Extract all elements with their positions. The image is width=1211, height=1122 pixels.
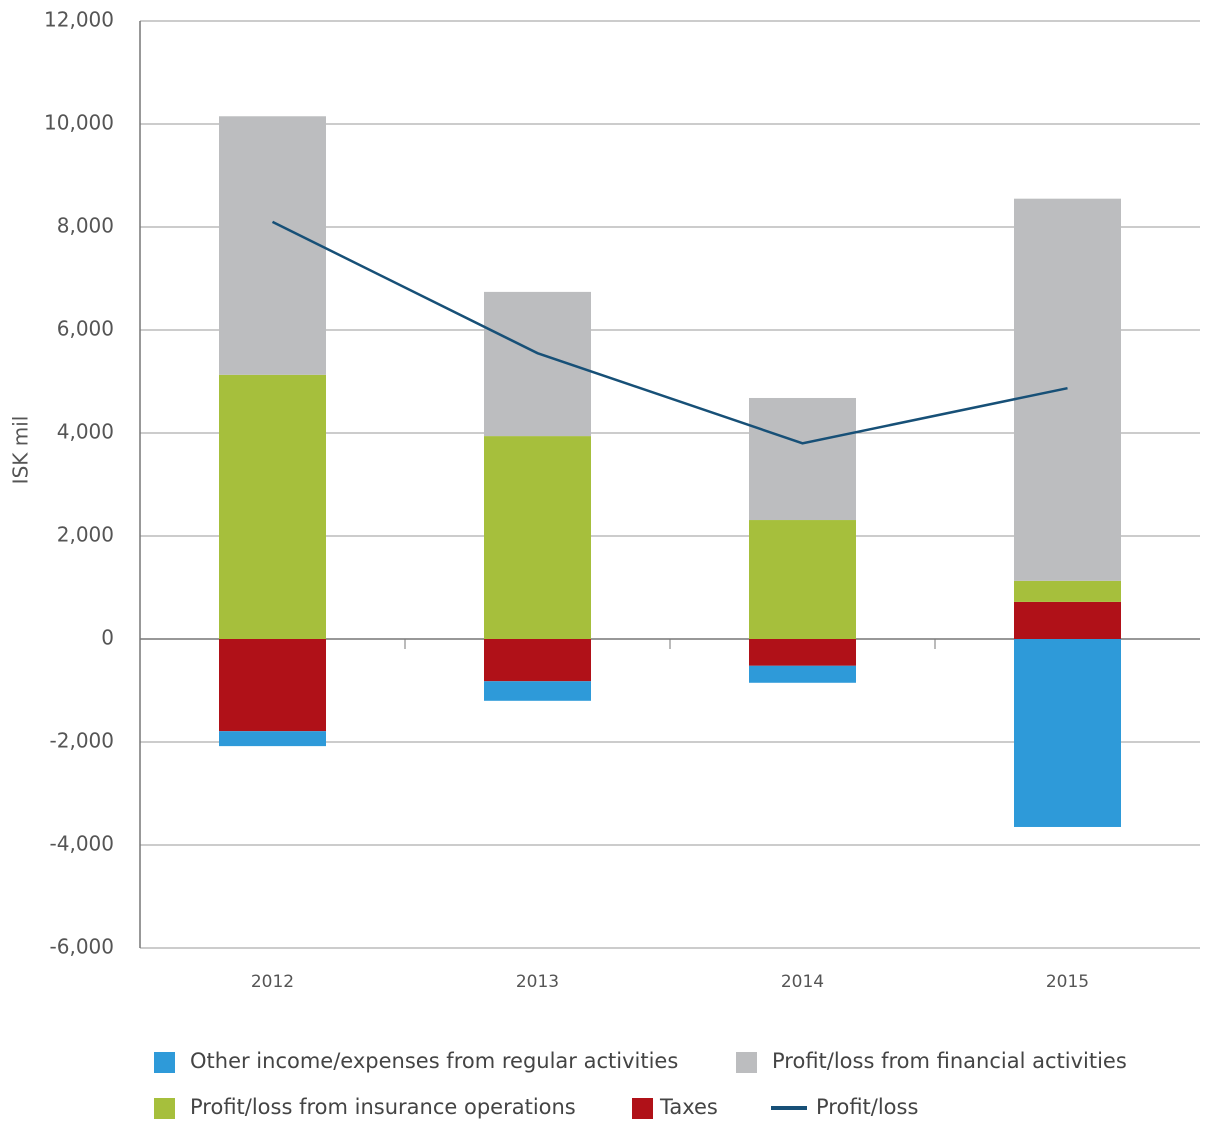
bar [219,639,326,732]
bar [219,374,326,639]
bar [484,681,591,701]
bar [219,731,326,747]
bar [749,665,856,683]
legend-swatch [632,1098,653,1119]
y-tick-label: 4,000 [57,420,114,444]
x-tick-label: 2014 [781,972,824,992]
legend-label: Profit/loss from financial activities [772,1049,1127,1073]
bar [1014,198,1121,581]
legend-label: Profit/loss from insurance operations [190,1095,576,1119]
bar [484,291,591,437]
x-tick-label: 2012 [251,972,294,992]
y-tick-label: 6,000 [57,317,114,341]
y-tick-label: 8,000 [57,214,114,238]
bar [1014,580,1121,602]
bar [749,639,856,666]
x-tick-label: 2013 [516,972,559,992]
bar [484,436,591,639]
y-tick-label: -2,000 [50,729,114,753]
bar [749,397,856,521]
y-tick-label: 12,000 [44,8,114,32]
legend-label: Other income/expenses from regular activ… [190,1049,678,1073]
y-tick-label: -6,000 [50,935,114,959]
legend-label: Taxes [659,1095,718,1119]
y-tick-label: -4,000 [50,832,114,856]
bar [749,520,856,639]
y-tick-label: 10,000 [44,111,114,135]
line [271,220,1068,445]
legend-swatch [736,1052,757,1073]
legend-swatch [154,1098,175,1119]
legend-label: Profit/loss [816,1095,918,1119]
legend-swatch [154,1052,175,1073]
bar [484,639,591,682]
x-tick-label: 2015 [1046,972,1089,992]
bar [1014,639,1121,827]
bar [1014,601,1121,639]
y-tick-label: 0 [101,626,114,650]
y-axis-label: ISK mil [9,416,33,485]
y-tick-label: 2,000 [57,523,114,547]
bar [219,116,326,375]
